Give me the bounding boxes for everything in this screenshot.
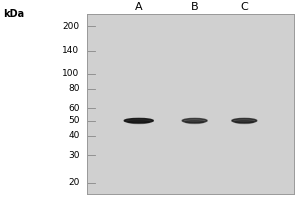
Text: C: C [240, 2, 248, 12]
Text: 50: 50 [68, 116, 80, 125]
Text: 20: 20 [68, 178, 80, 187]
Text: 140: 140 [62, 46, 80, 55]
Ellipse shape [128, 121, 150, 124]
Ellipse shape [232, 118, 257, 123]
Ellipse shape [185, 121, 204, 124]
Ellipse shape [182, 118, 207, 123]
Text: 30: 30 [68, 151, 80, 160]
Ellipse shape [235, 121, 254, 124]
Text: 80: 80 [68, 84, 80, 93]
Text: 60: 60 [68, 104, 80, 113]
Text: 200: 200 [62, 22, 80, 31]
Text: 100: 100 [62, 69, 80, 78]
Text: 40: 40 [68, 131, 80, 140]
Text: A: A [135, 2, 142, 12]
Ellipse shape [124, 118, 153, 123]
Text: kDa: kDa [3, 9, 24, 19]
Text: B: B [191, 2, 199, 12]
